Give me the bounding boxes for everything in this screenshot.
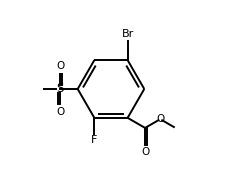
Text: Br: Br <box>122 29 134 39</box>
Text: O: O <box>56 107 64 117</box>
Text: O: O <box>156 114 164 124</box>
Text: O: O <box>56 61 64 71</box>
Text: F: F <box>91 135 98 145</box>
Text: S: S <box>56 82 64 96</box>
Text: O: O <box>141 147 149 157</box>
